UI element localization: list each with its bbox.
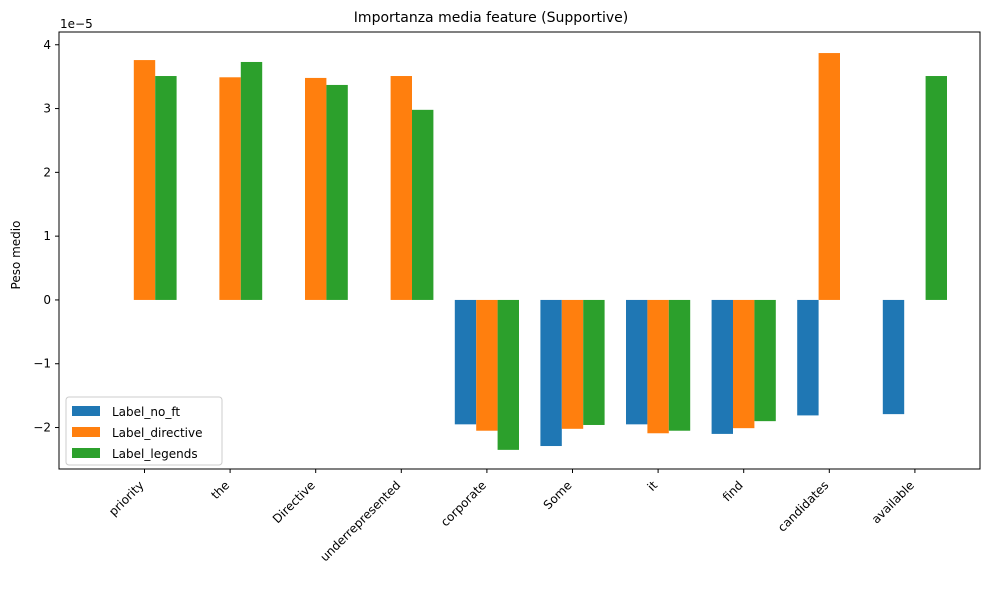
x-tick-label: it — [645, 478, 661, 494]
legend-swatch-Label_directive — [72, 427, 100, 437]
y-tick-label: 1 — [43, 229, 51, 243]
x-tick-label: candidates — [775, 478, 831, 534]
bar-Label_no_ft-candidates — [797, 299, 819, 416]
bar-Label_directive-find — [733, 299, 755, 429]
bar-Label_no_ft-it — [626, 299, 648, 425]
legend-swatch-Label_legends — [72, 448, 100, 458]
bar-Label_legends-available — [925, 76, 947, 300]
bar-Label_directive-it — [647, 299, 669, 434]
x-tick-label: find — [720, 478, 746, 504]
x-tick-label: corporate — [438, 478, 489, 529]
y-tick-label: 0 — [43, 293, 51, 307]
legend: Label_no_ft Label_directive Label_legends — [65, 396, 223, 466]
y-tick-label: 4 — [43, 38, 51, 52]
bar-Label_legends-underrepresented — [412, 109, 434, 300]
legend-box — [65, 396, 223, 466]
x-tick-label: the — [208, 478, 232, 502]
bar-Label_no_ft-corporate — [454, 299, 477, 425]
bar-Label_no_ft-Some — [540, 299, 562, 447]
bar-Label_legends-priority — [155, 76, 177, 300]
bar-Label_legends-it — [668, 299, 691, 431]
bar-Label_directive-Some — [561, 299, 584, 429]
y-axis-offset-label: 1e−5 — [60, 17, 93, 31]
chart-title: Importanza media feature (Supportive) — [354, 10, 628, 26]
bar-Label_legends-corporate — [497, 299, 519, 450]
plot-frame — [58, 31, 981, 470]
bar-Label_no_ft-find — [711, 299, 733, 434]
x-tick-label: priority — [106, 478, 147, 519]
legend-swatch-Label_no_ft — [72, 406, 100, 416]
bar-Label_legends-Some — [583, 299, 605, 425]
x-tick-label: available — [869, 478, 917, 526]
y-tick-label: 2 — [43, 165, 51, 179]
legend-label-Label_no_ft: Label_no_ft — [112, 405, 180, 419]
legend-label-Label_directive: Label_directive — [112, 426, 203, 440]
bar-Label_directive-priority — [133, 60, 156, 300]
x-tick-label: underrepresented — [317, 478, 403, 564]
y-tick-label: −1 — [33, 357, 51, 371]
bar-Label_directive-the — [219, 77, 241, 300]
bar-Label_legends-the — [240, 61, 263, 300]
y-tick-label: 3 — [43, 102, 51, 116]
legend-label-Label_legends: Label_legends — [112, 447, 198, 461]
y-axis-label: Peso medio — [9, 221, 23, 290]
bar-Label_directive-corporate — [476, 299, 498, 431]
x-tick-label: Some — [541, 478, 575, 512]
bars-group — [133, 53, 947, 450]
y-axis-ticks: −2 −1 0 1 2 3 4 — [33, 38, 59, 435]
bar-Label_legends-Directive — [326, 84, 348, 300]
bar-Label_directive-underrepresented — [390, 76, 412, 300]
y-tick-label: −2 — [33, 421, 51, 435]
bar-Label_directive-Directive — [305, 77, 327, 300]
bar-Label_legends-find — [754, 299, 776, 422]
bar-Label_no_ft-available — [882, 299, 905, 415]
x-tick-label: Directive — [270, 478, 318, 526]
x-axis-ticks: priority the Directive underrepresented corp… — [106, 469, 917, 564]
bar-Label_directive-candidates — [818, 53, 840, 300]
